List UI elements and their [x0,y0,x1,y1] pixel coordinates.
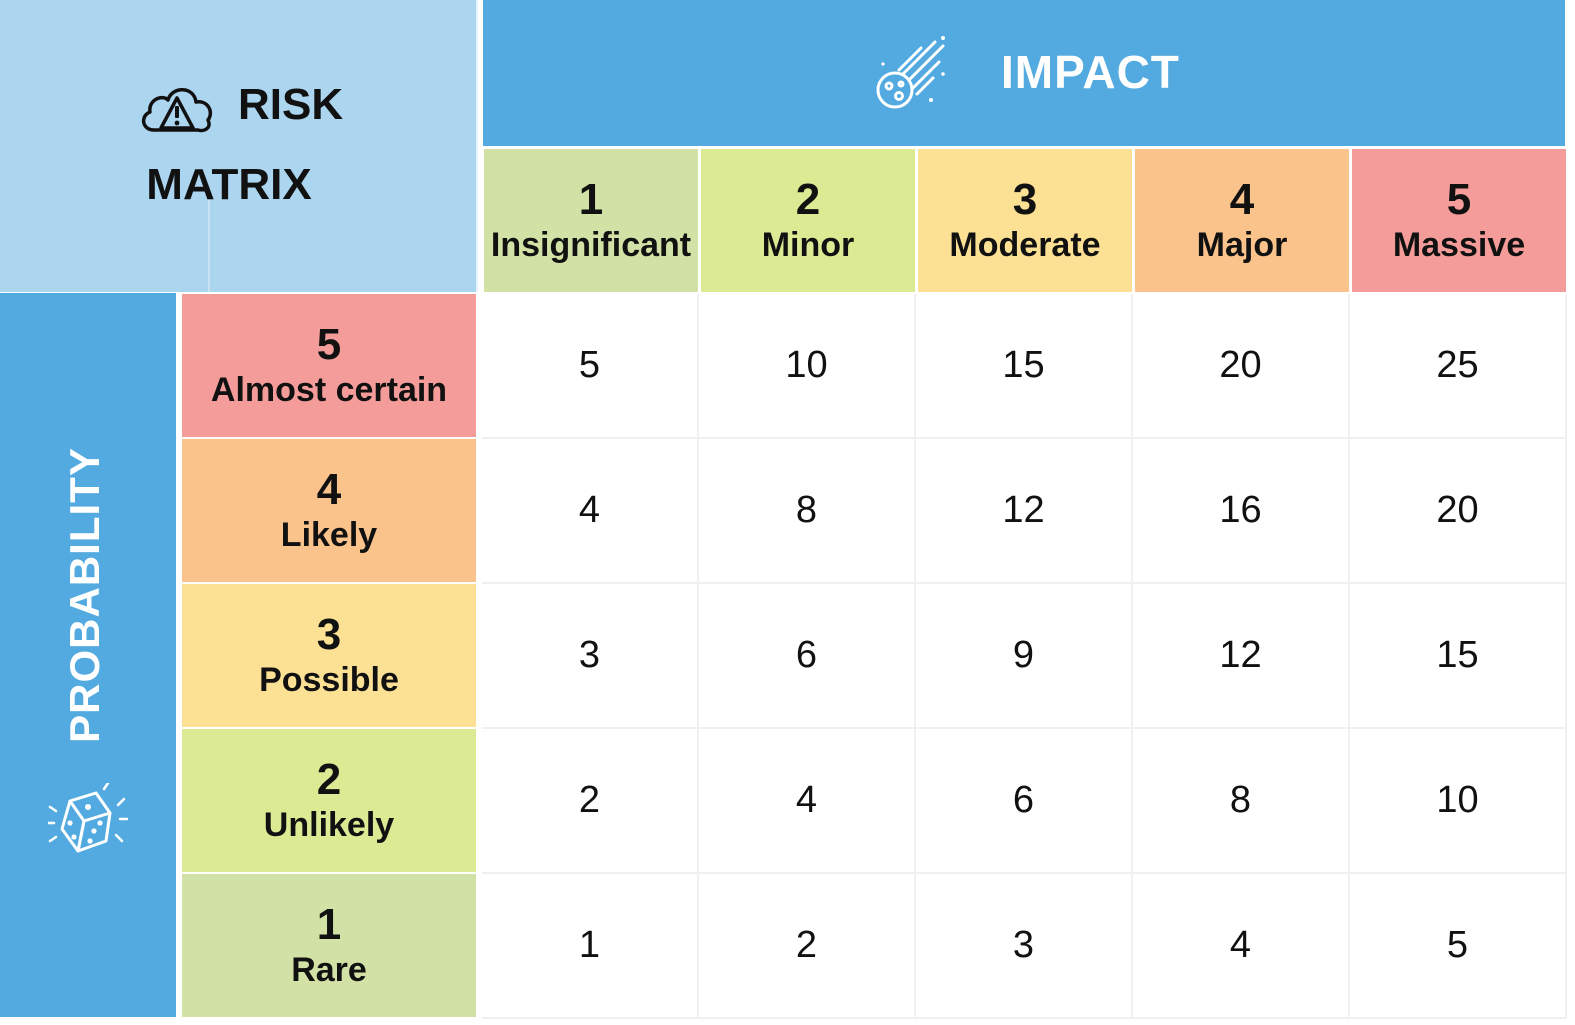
matrix-cell: 25 [1350,294,1567,439]
matrix-cell: 6 [916,729,1133,874]
probability-level-number: 5 [316,319,342,369]
matrix-cell: 8 [699,439,916,584]
cloud-warning-icon [141,88,213,133]
impact-level-label: Massive [1392,225,1526,264]
probability-level-5: 5 Almost certain [182,294,476,437]
probability-level-number: 3 [316,609,342,659]
title-divider [208,200,210,292]
impact-level-number: 4 [1229,174,1255,224]
matrix-cell: 16 [1133,439,1350,584]
matrix-cell: 2 [699,874,916,1019]
title-line1: RISK [238,80,344,129]
matrix-cell: 10 [1350,729,1567,874]
matrix-cell: 5 [482,294,699,439]
probability-title: PROBABILITY [61,447,108,743]
impact-level-number: 5 [1446,174,1472,224]
matrix-cell: 9 [916,584,1133,729]
probability-level-1: 1 Rare [182,874,476,1017]
matrix-cell: 4 [482,439,699,584]
title-block [0,0,478,292]
impact-level-number: 2 [795,174,821,224]
probability-level-number: 2 [316,754,342,804]
impact-level-number: 3 [1012,174,1038,224]
probability-bar [0,293,176,1017]
matrix-cell: 6 [699,584,916,729]
dice-icon [48,783,128,853]
matrix-cell: 3 [482,584,699,729]
impact-level-5: 5 Massive [1352,149,1566,292]
matrix-cell: 12 [1133,584,1350,729]
comet-icon [876,36,945,109]
title-line2: MATRIX [146,160,312,209]
impact-level-4: 4 Major [1135,149,1349,292]
matrix-cell: 15 [916,294,1133,439]
matrix-cell: 1 [482,874,699,1019]
probability-level-3: 3 Possible [182,584,476,727]
matrix-cell: 5 [1350,874,1567,1019]
matrix-cell: 4 [699,729,916,874]
impact-level-label: Minor [761,225,855,264]
impact-level-number: 1 [578,174,604,224]
matrix-cell: 15 [1350,584,1567,729]
matrix-cell: 20 [1133,294,1350,439]
matrix-cell: 12 [916,439,1133,584]
probability-level-label: Possible [259,660,399,699]
probability-level-4: 4 Likely [182,439,476,582]
probability-level-label: Almost certain [210,370,448,409]
matrix-cell: 20 [1350,439,1567,584]
probability-level-label: Unlikely [263,805,395,844]
probability-level-2: 2 Unlikely [182,729,476,872]
impact-level-label: Insignificant [490,225,692,264]
matrix-cell: 8 [1133,729,1350,874]
matrix-cell: 2 [482,729,699,874]
probability-level-label: Likely [280,515,378,554]
impact-title: IMPACT [1001,46,1180,98]
impact-level-3: 3 Moderate [918,149,1132,292]
matrix-cell: 4 [1133,874,1350,1019]
impact-level-1: 1 Insignificant [484,149,698,292]
matrix-cell: 3 [916,874,1133,1019]
probability-level-number: 4 [316,464,342,514]
matrix-cell: 10 [699,294,916,439]
impact-level-2: 2 Minor [701,149,915,292]
impact-level-label: Major [1196,225,1288,264]
probability-level-number: 1 [316,899,342,949]
impact-level-label: Moderate [949,225,1101,264]
impact-header: IMPACT [483,0,1565,146]
probability-level-label: Rare [291,950,367,989]
